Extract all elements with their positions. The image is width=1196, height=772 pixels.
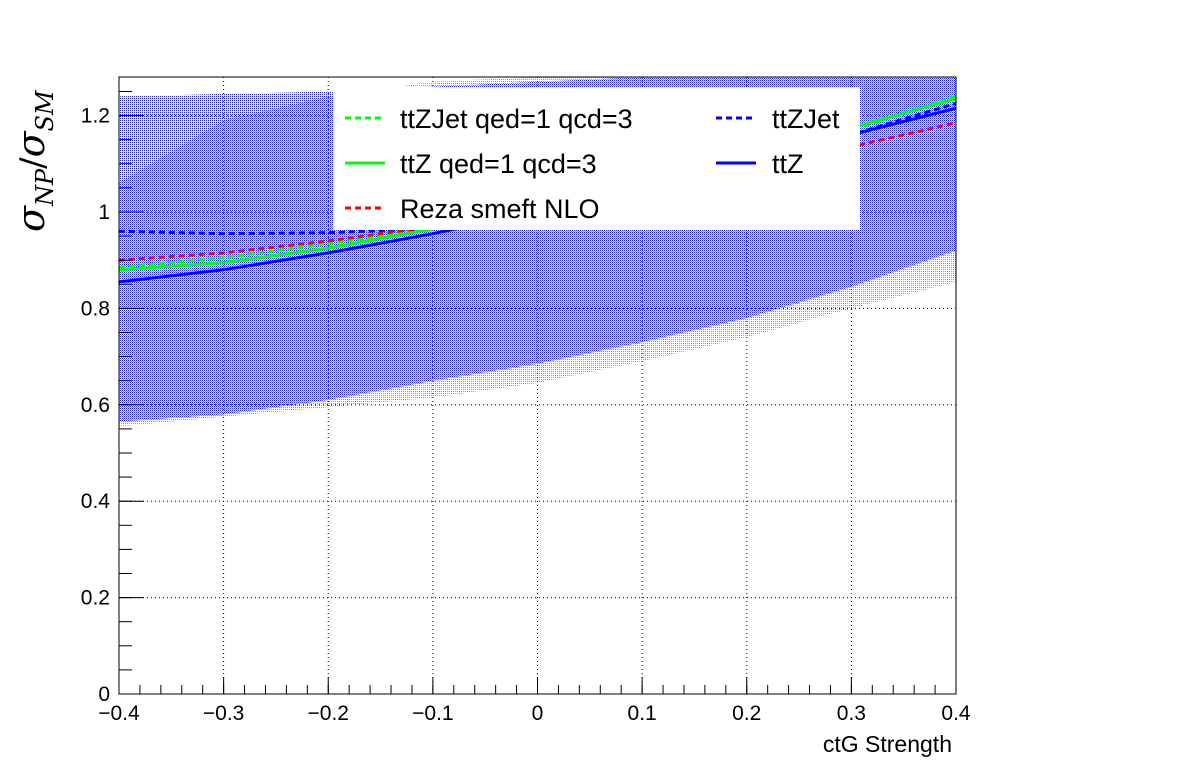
y-axis-title-sigma-sm: σ <box>9 130 53 157</box>
legend: ttZJet qed=1 qcd=3 ttZ qed=1 qcd=3 Reza sm… <box>333 87 860 230</box>
y-tick-labels: 0 0.2 0.4 0.6 0.8 1 1.2 <box>81 105 111 706</box>
y-axis-title: σNP/σSM <box>9 89 59 232</box>
svg-text:σNP/σSM: σNP/σSM <box>9 89 59 232</box>
x-tick-label: 0.4 <box>941 702 971 725</box>
x-tick-label: 0.2 <box>732 702 761 725</box>
legend-label: ttZJet <box>772 104 840 134</box>
x-axis-title: ctG Strength <box>823 731 952 757</box>
grid <box>119 77 956 694</box>
y-tick-label: 0.4 <box>81 490 111 513</box>
y-axis-title-sigma-np: σ <box>9 205 53 232</box>
y-tick-label: 0.6 <box>81 394 110 417</box>
legend-box <box>333 87 860 230</box>
y-tick-label: 1 <box>98 201 110 224</box>
y-axis-title-slash: / <box>13 157 53 169</box>
legend-label: Reza smeft NLO <box>400 194 600 224</box>
y-tick-label: 0 <box>98 683 110 706</box>
y-tick-label: 1.2 <box>81 105 110 128</box>
legend-label: ttZ <box>772 149 804 179</box>
x-tick-labels: −0.4 −0.3 −0.2 −0.1 0 0.1 0.2 0.3 0.4 <box>98 702 971 725</box>
x-tick-label: −0.3 <box>203 702 244 725</box>
x-tick-label: 0 <box>532 702 544 725</box>
x-tick-label: −0.1 <box>412 702 453 725</box>
x-tick-label: 0.1 <box>628 702 657 725</box>
x-tick-label: 0.3 <box>837 702 866 725</box>
legend-label: ttZ qed=1 qcd=3 <box>400 149 597 179</box>
x-tick-label: −0.4 <box>98 702 140 725</box>
y-tick-label: 0.8 <box>81 297 110 320</box>
y-tick-label: 0.2 <box>81 587 110 610</box>
x-tick-label: −0.2 <box>308 702 349 725</box>
y-axis-title-sub-sm: SM <box>31 89 59 131</box>
y-axis-title-sub-np: NP <box>31 168 59 207</box>
legend-label: ttZJet qed=1 qcd=3 <box>400 104 633 134</box>
axis-ticks <box>118 90 957 695</box>
